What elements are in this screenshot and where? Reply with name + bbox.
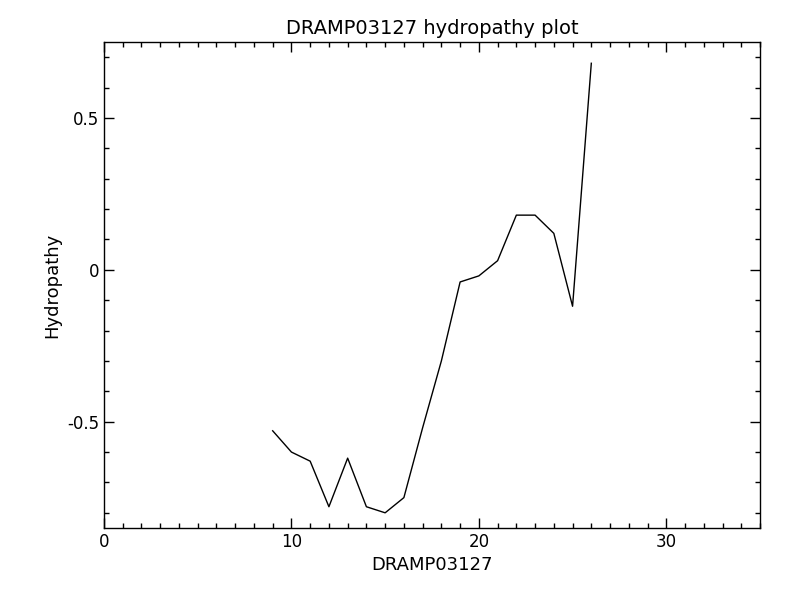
Y-axis label: Hydropathy: Hydropathy [43, 232, 62, 338]
Title: DRAMP03127 hydropathy plot: DRAMP03127 hydropathy plot [286, 19, 578, 38]
X-axis label: DRAMP03127: DRAMP03127 [371, 556, 493, 574]
